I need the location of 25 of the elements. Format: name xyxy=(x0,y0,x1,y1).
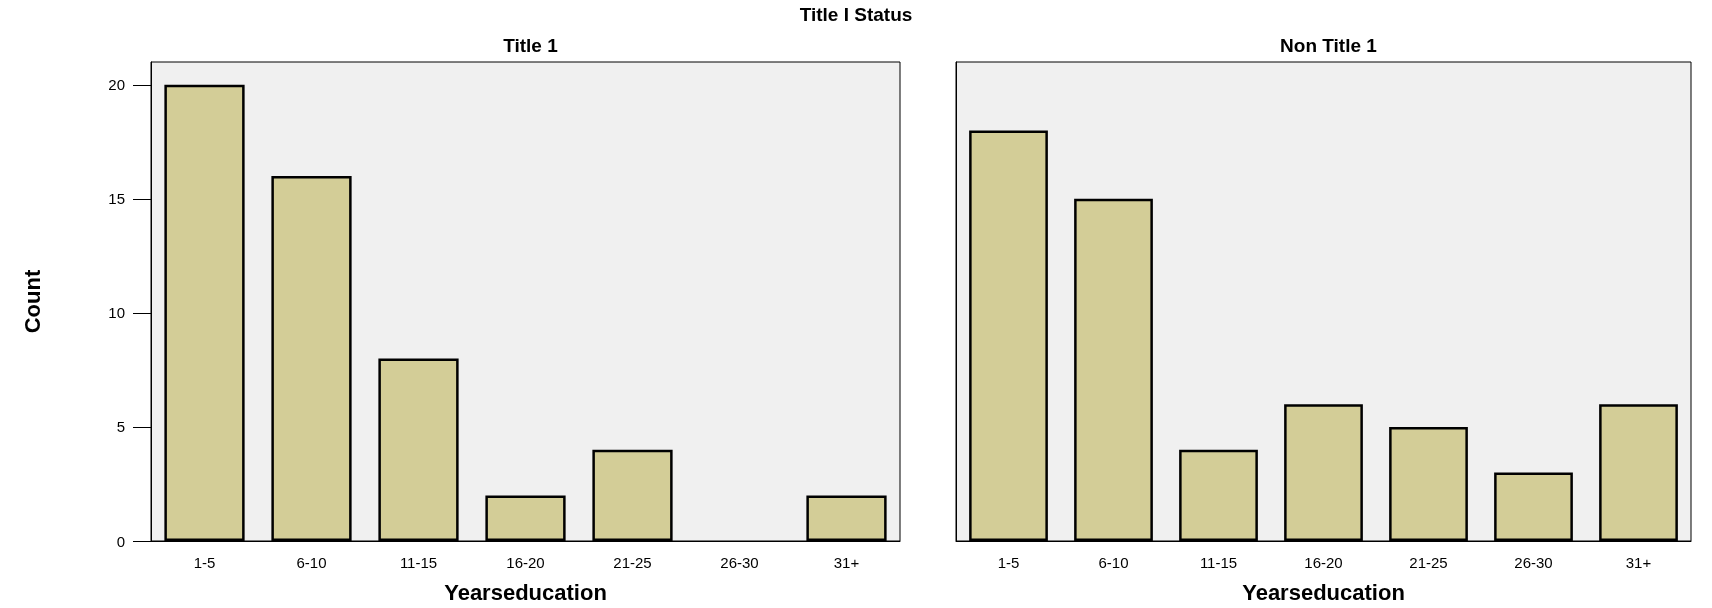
text: Title I Status xyxy=(798,4,914,26)
y-tick-label: 5 xyxy=(116,418,125,436)
x-tick-label: 1-5 xyxy=(193,554,216,571)
x-tick-label: 31+ xyxy=(1625,554,1652,571)
y-tick-label: 15 xyxy=(108,190,125,208)
x-tick-label: 11-15 xyxy=(399,554,438,571)
y-tick-label: 0 xyxy=(116,532,125,550)
y-tick-label: 10 xyxy=(108,304,125,322)
x-tick-label: 16-20 xyxy=(1304,554,1343,571)
x-tick-label: 6-10 xyxy=(296,554,327,571)
x-tick-label: 26-30 xyxy=(1514,554,1553,571)
chart-title: Non Title 1 xyxy=(1280,35,1378,56)
x-tick-label: 11-15 xyxy=(1199,554,1238,571)
x-tick-label: 16-20 xyxy=(506,554,545,571)
x-tick-label: 1-5 xyxy=(997,554,1020,571)
x-tick-label: 21-25 xyxy=(613,554,652,571)
y-tick-label: 20 xyxy=(108,76,125,94)
y-axis-title: Count xyxy=(19,269,45,334)
x-tick-label: 21-25 xyxy=(1409,554,1448,571)
chart-title: Title 1 xyxy=(503,35,559,56)
x-axis-title: Yearseducation xyxy=(1242,579,1405,605)
x-tick-label: 26-30 xyxy=(720,554,759,571)
x-tick-label: 6-10 xyxy=(1098,554,1129,571)
x-axis-title: Yearseducation xyxy=(444,579,607,605)
x-tick-label: 31+ xyxy=(833,554,860,571)
